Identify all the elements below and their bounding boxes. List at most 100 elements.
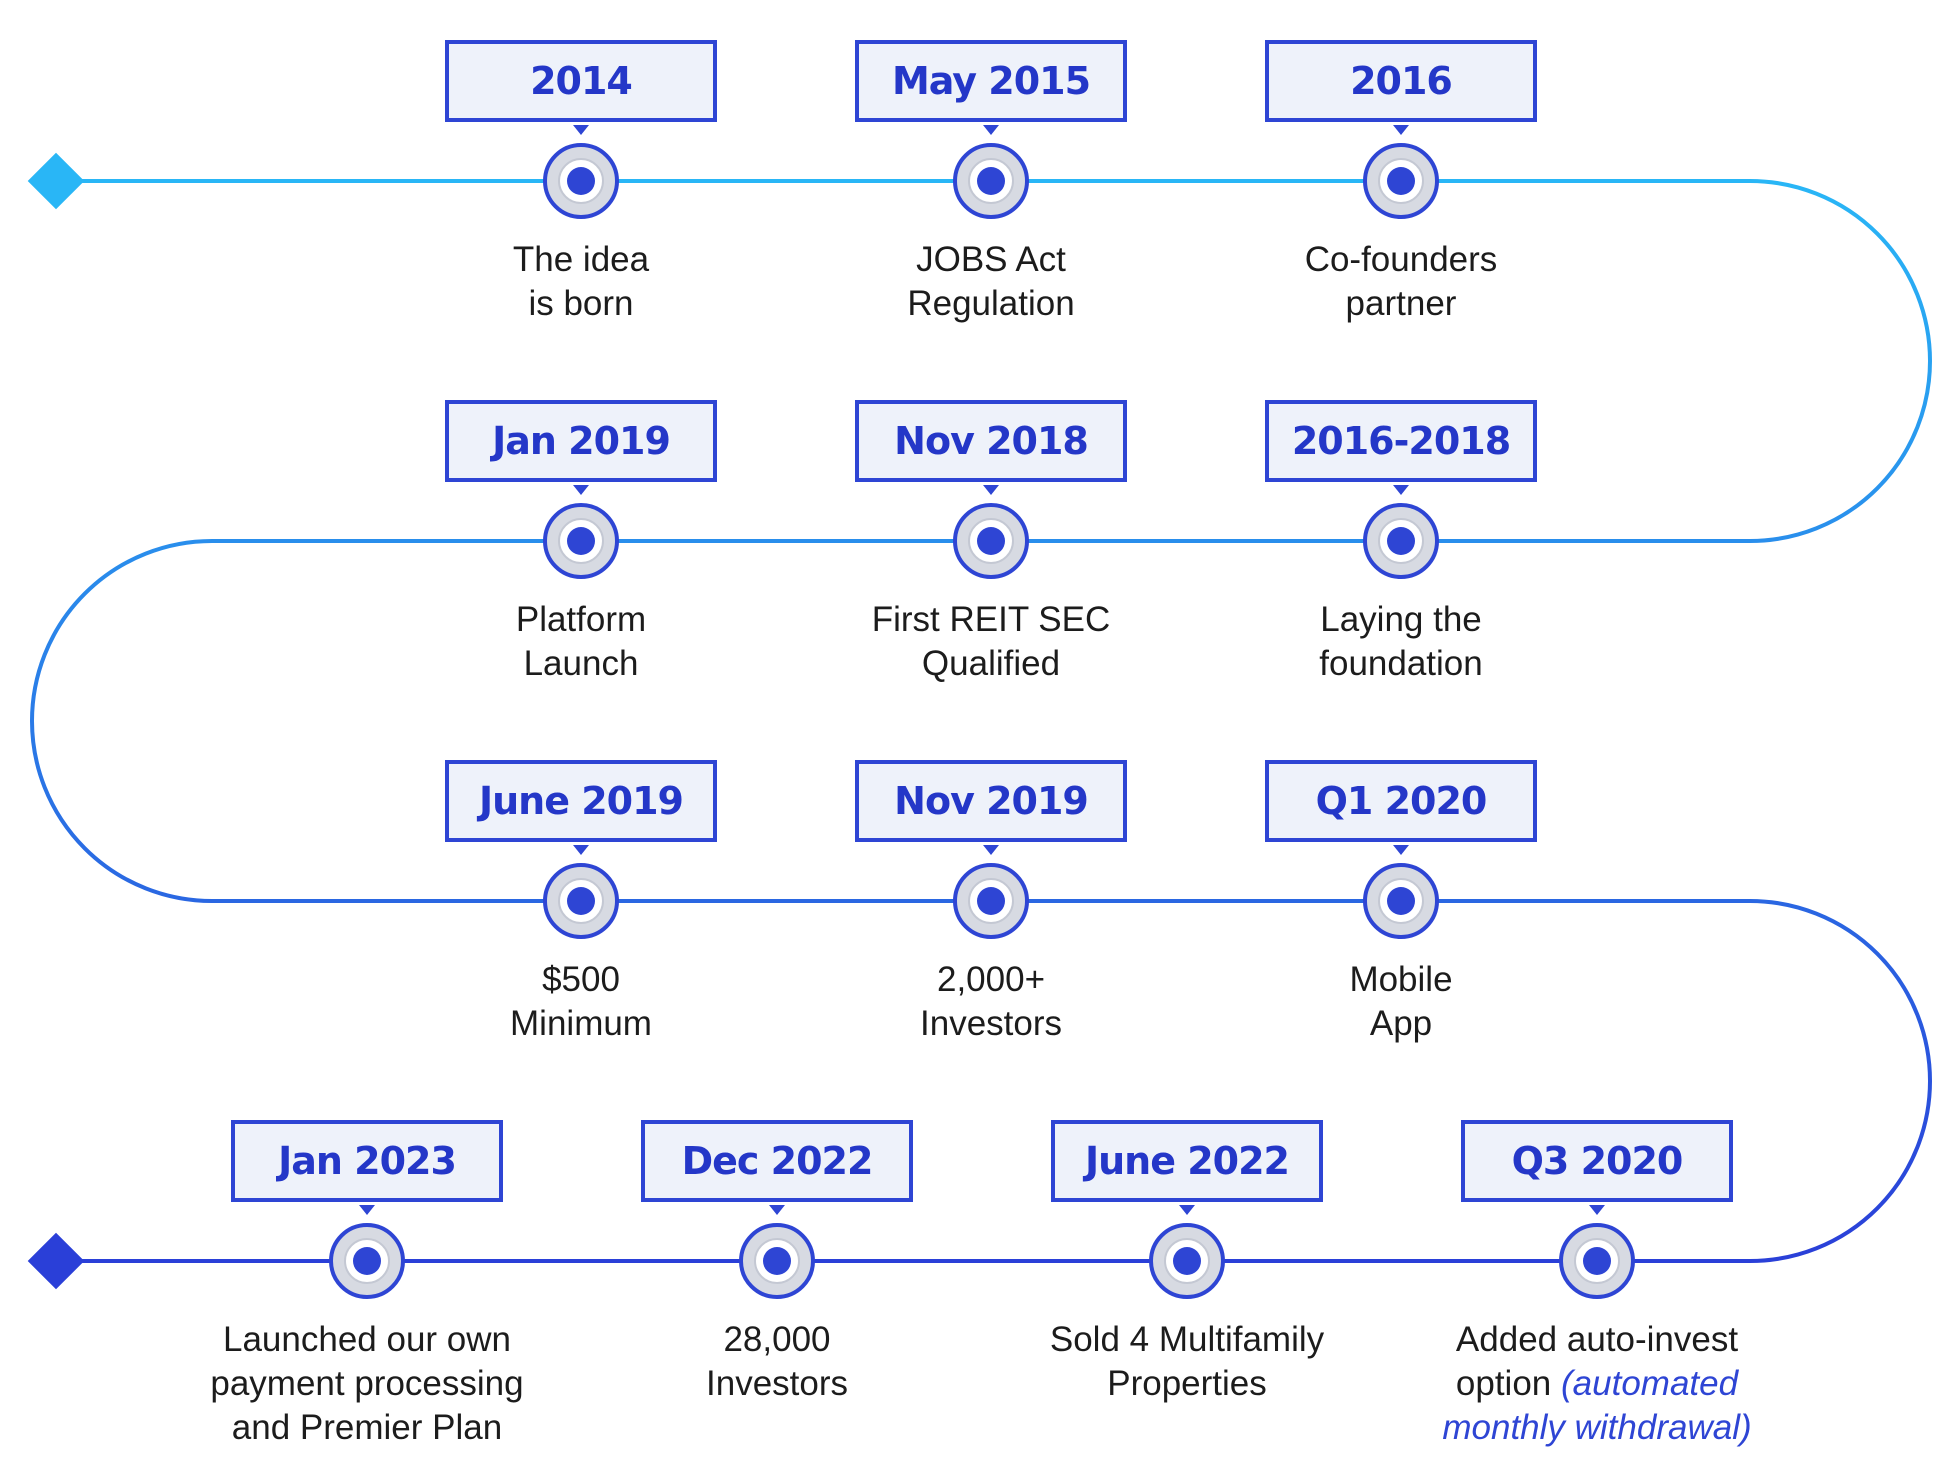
caption-text: Launch [523, 644, 639, 683]
caption-line: Platform [361, 598, 801, 642]
caption-text: JOBS Act [916, 240, 1066, 279]
caption-line: Added auto-invest [1377, 1318, 1817, 1362]
caption-text: Added auto-invest [1455, 1320, 1739, 1359]
milestone-node-dot [353, 1247, 381, 1275]
caption-text: Laying the [1320, 600, 1482, 639]
milestone-caption: JOBS Act Regulation [771, 238, 1211, 326]
caption-line: Laying the [1181, 598, 1621, 642]
caption-text: Minimum [510, 1004, 652, 1043]
caption-text: 28,000 [723, 1320, 831, 1359]
caption-line: Investors [557, 1362, 997, 1406]
date-pointer [1393, 125, 1409, 135]
caption-text: option [1455, 1364, 1552, 1403]
caption-text: Regulation [907, 284, 1075, 323]
milestone-node-dot [567, 167, 595, 195]
milestone-node-dot [567, 527, 595, 555]
caption-line: Investors [771, 1002, 1211, 1046]
date-label: June 2022 [1084, 1139, 1290, 1183]
date-box: Q3 2020 [1461, 1120, 1733, 1202]
start-diamond [27, 152, 85, 210]
caption-line: Launched our own [147, 1318, 587, 1362]
caption-text: First REIT SEC [871, 600, 1111, 639]
date-box: June 2022 [1051, 1120, 1323, 1202]
caption-text: Launched our own [223, 1320, 511, 1359]
caption-line: and Premier Plan [147, 1406, 587, 1450]
date-pointer [983, 845, 999, 855]
date-box: Nov 2018 [855, 400, 1127, 482]
date-box: Jan 2019 [445, 400, 717, 482]
date-label: Jan 2019 [492, 419, 671, 463]
caption-line: $500 [361, 958, 801, 1002]
milestone-caption: Laying the foundation [1181, 598, 1621, 686]
caption-line: Sold 4 Multifamily [967, 1318, 1407, 1362]
caption-italic-line: monthly withdrawal) [1442, 1408, 1752, 1447]
milestone-node-dot [977, 167, 1005, 195]
date-pointer [1393, 485, 1409, 495]
caption-line: First REIT SEC [771, 598, 1211, 642]
date-pointer [1393, 845, 1409, 855]
caption-line: JOBS Act [771, 238, 1211, 282]
date-pointer [573, 125, 589, 135]
date-box: June 2019 [445, 760, 717, 842]
date-label: May 2015 [891, 59, 1091, 103]
caption-line: payment processing [147, 1362, 587, 1406]
date-box: Dec 2022 [641, 1120, 913, 1202]
caption-text: Co-founders [1304, 240, 1498, 279]
milestone-caption: Added auto-invest option (automated monthl… [1377, 1318, 1817, 1450]
caption-italic-text: (automated [1561, 1364, 1739, 1403]
date-label: Nov 2018 [894, 419, 1089, 463]
date-label: June 2019 [478, 779, 684, 823]
date-label: 2014 [530, 59, 633, 103]
date-box: 2016 [1265, 40, 1537, 122]
date-pointer [983, 485, 999, 495]
caption-text: 2,000+ [936, 960, 1046, 999]
date-label: Jan 2023 [278, 1139, 457, 1183]
milestone-nodes [329, 125, 1635, 1299]
milestone-node-dot [1173, 1247, 1201, 1275]
date-box: Jan 2023 [231, 1120, 503, 1202]
milestone-caption: Mobile App [1181, 958, 1621, 1046]
milestone-node-dot [977, 887, 1005, 915]
caption-text: Platform [515, 600, 647, 639]
date-label: Q3 2020 [1511, 1139, 1684, 1183]
caption-line: The idea [361, 238, 801, 282]
milestone-caption: Co-founders partner [1181, 238, 1621, 326]
date-pointer [1179, 1205, 1195, 1215]
milestone-node-dot [1387, 527, 1415, 555]
date-pointer [983, 125, 999, 135]
date-box: Q1 2020 [1265, 760, 1537, 842]
date-label: 2016-2018 [1291, 419, 1511, 463]
caption-line: option (automated [1377, 1362, 1817, 1406]
caption-text: The idea [512, 240, 650, 279]
date-pointer [573, 485, 589, 495]
caption-text: Properties [1107, 1364, 1267, 1403]
date-pointer [573, 845, 589, 855]
caption-line: Properties [967, 1362, 1407, 1406]
caption-text: foundation [1319, 644, 1483, 683]
caption-line: App [1181, 1002, 1621, 1046]
milestone-node-dot [763, 1247, 791, 1275]
milestone-node-dot [567, 887, 595, 915]
date-pointer [769, 1205, 785, 1215]
date-box: 2014 [445, 40, 717, 122]
caption-text: Sold 4 Multifamily [1049, 1320, 1325, 1359]
caption-text: Mobile [1349, 960, 1453, 999]
milestone-caption: Launched our own payment processing and Pr… [147, 1318, 587, 1450]
milestone-caption: $500 Minimum [361, 958, 801, 1046]
milestone-caption: Sold 4 Multifamily Properties [967, 1318, 1407, 1406]
date-box: 2016-2018 [1265, 400, 1537, 482]
caption-text: Qualified [921, 644, 1061, 683]
milestone-caption: First REIT SEC Qualified [771, 598, 1211, 686]
caption-line: Regulation [771, 282, 1211, 326]
date-label: Dec 2022 [681, 1139, 874, 1183]
caption-text: App [1369, 1004, 1433, 1043]
date-box: May 2015 [855, 40, 1127, 122]
caption-line: 2,000+ [771, 958, 1211, 1002]
caption-line: Co-founders [1181, 238, 1621, 282]
date-label: 2016 [1350, 59, 1453, 103]
date-label: Q1 2020 [1315, 779, 1488, 823]
date-pointer [1589, 1205, 1605, 1215]
caption-text: partner [1345, 284, 1457, 323]
caption-line: foundation [1181, 642, 1621, 686]
caption-text: $500 [542, 960, 620, 999]
